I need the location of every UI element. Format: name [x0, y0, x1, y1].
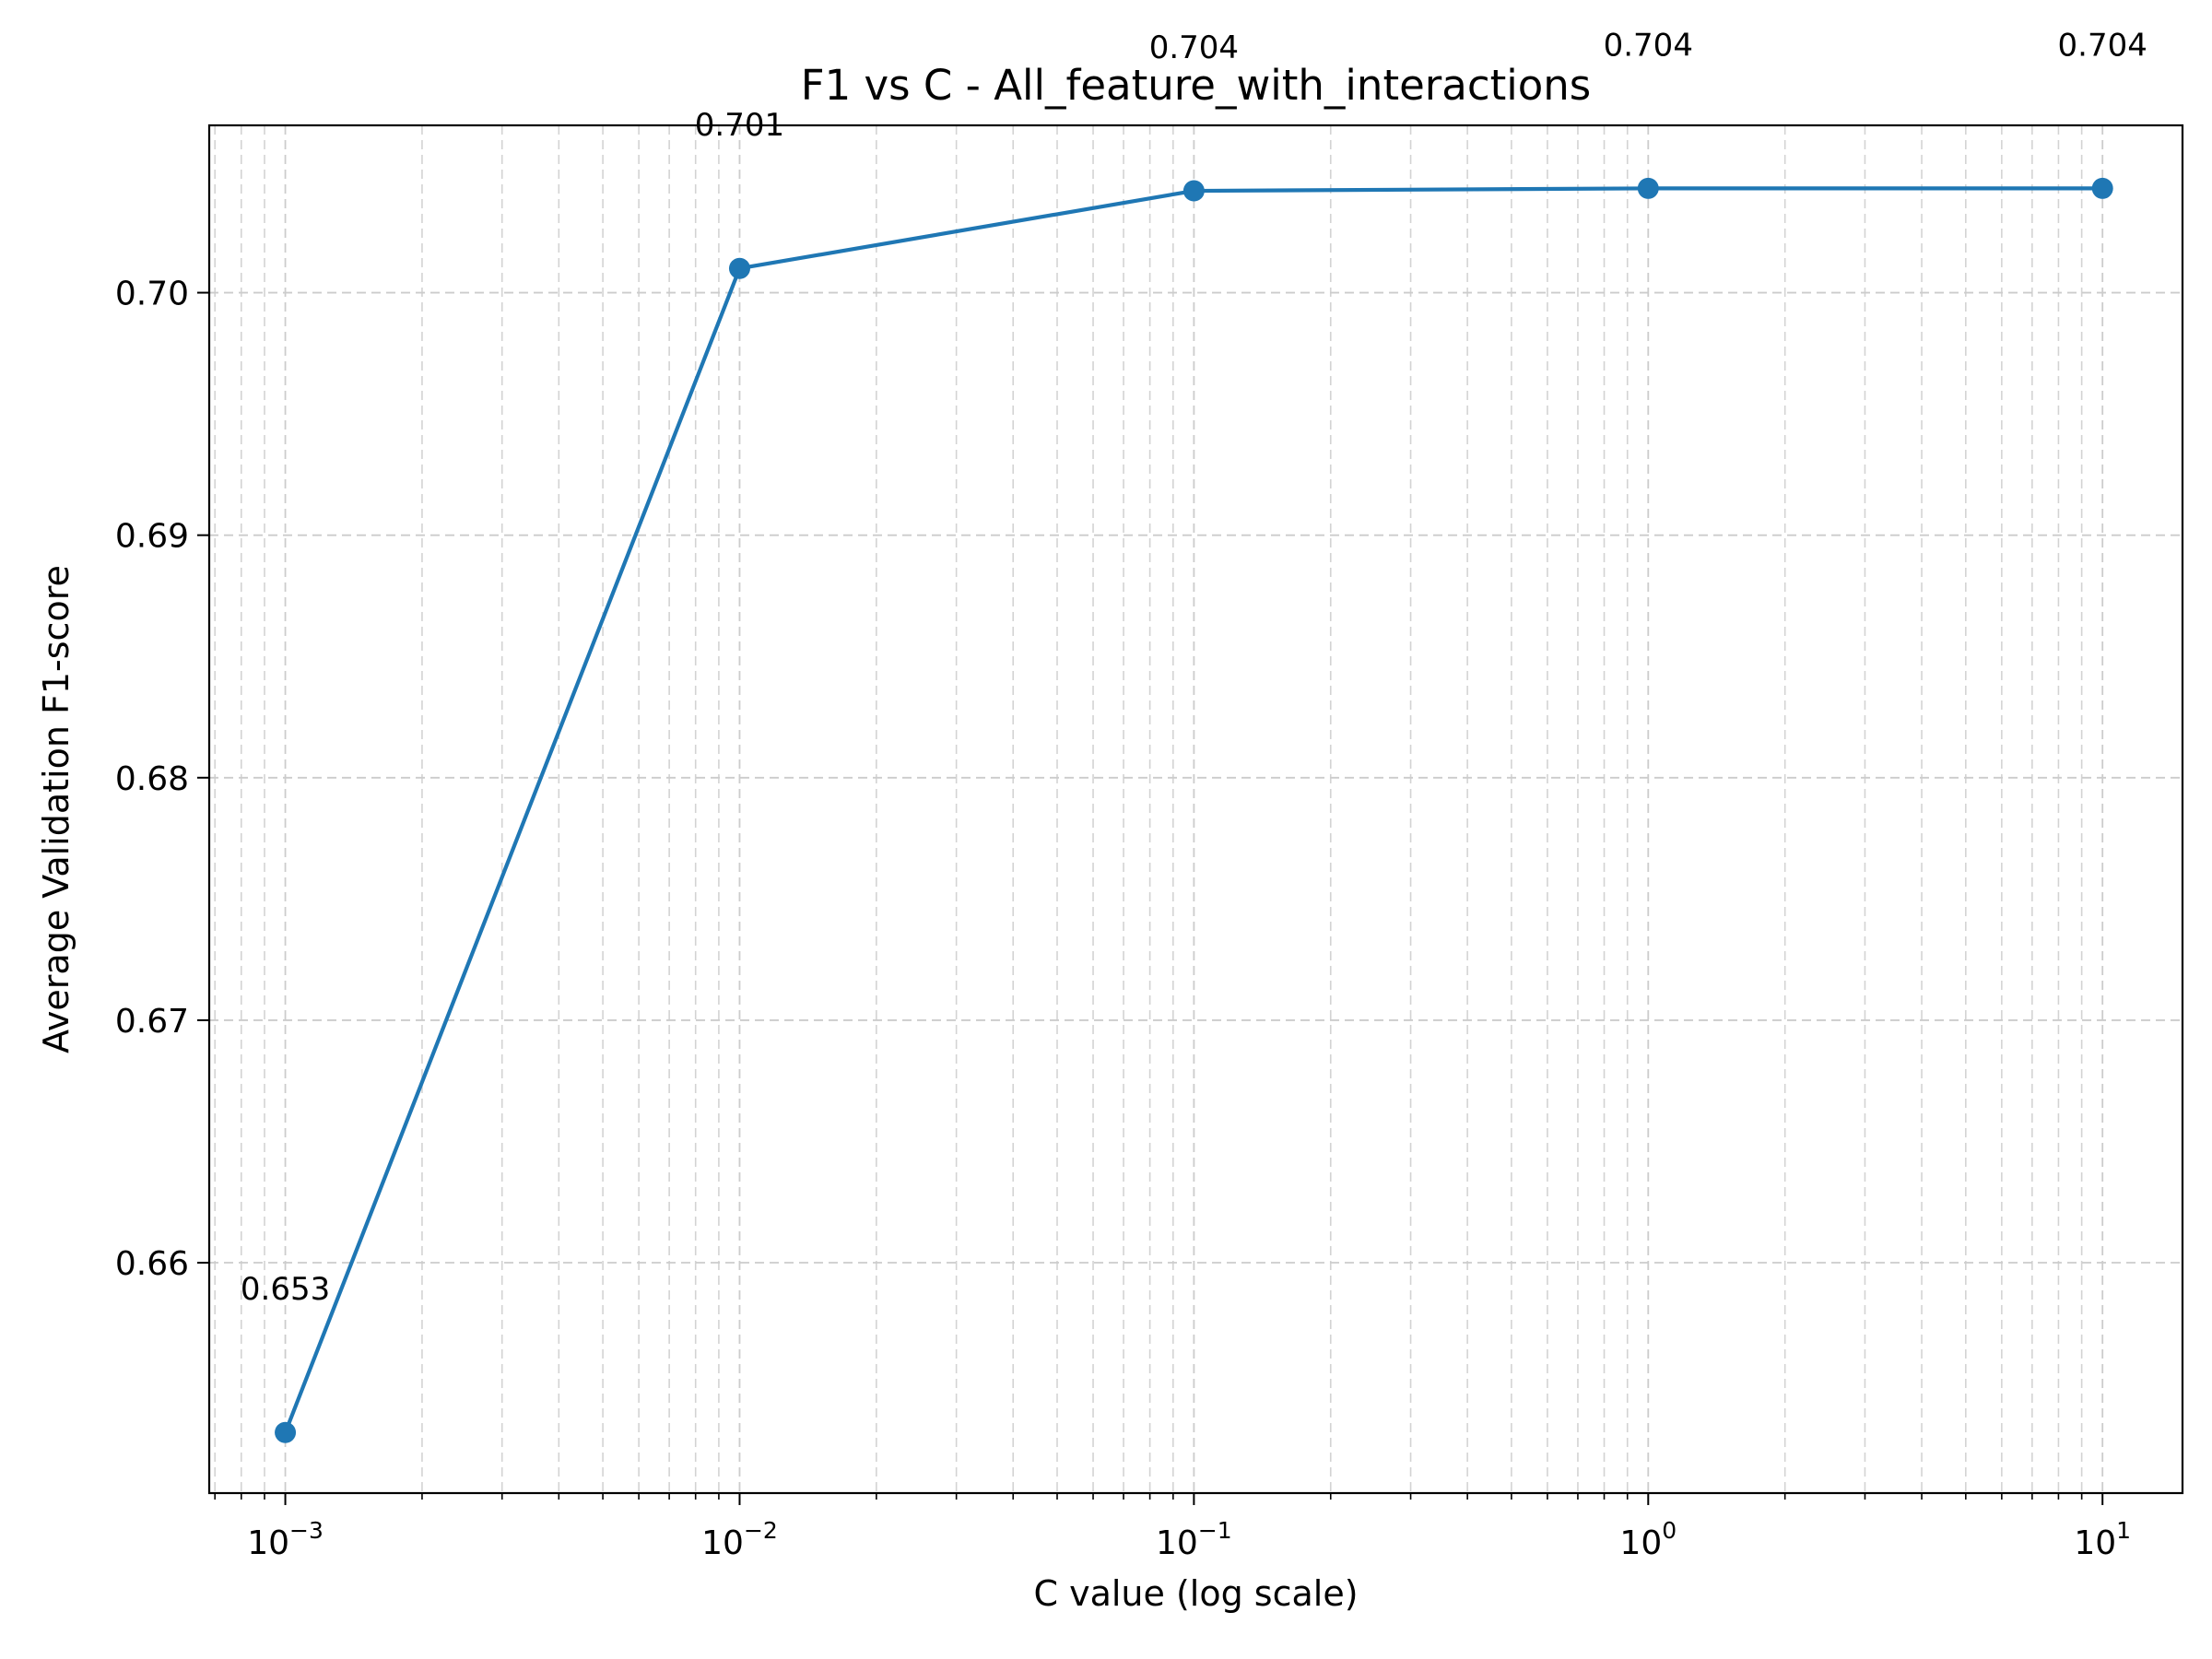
y-tick-label: 0.67	[115, 1003, 189, 1041]
data-labels: 0.653 0.701 0.704 0.704 0.704	[241, 27, 2147, 1308]
data-point	[1182, 180, 1205, 202]
data-point	[275, 1421, 297, 1443]
y-axis-label: Average Validation F1-score	[36, 565, 76, 1053]
x-tick-label: 101	[2074, 1517, 2131, 1562]
grid	[209, 125, 2183, 1493]
x-axis-label: C value (log scale)	[1033, 1573, 1358, 1614]
ticks: 10−3 10−2 10−1 100 101 0.66 0.67 0.68 0.69 0.70	[115, 276, 2131, 1562]
chart-title: F1 vs C - All_feature_with_interactions	[801, 61, 1592, 110]
series-layer	[275, 177, 2113, 1443]
x-tick-label: 10−1	[1156, 1517, 1232, 1562]
y-tick-label: 0.68	[115, 760, 189, 798]
x-tick-label: 100	[1619, 1517, 1677, 1562]
data-label: 0.701	[695, 107, 784, 144]
data-label: 0.704	[1149, 29, 1239, 66]
data-point	[728, 257, 750, 279]
data-point	[1637, 177, 1659, 199]
data-point	[2091, 177, 2113, 199]
plot-frame	[207, 124, 2184, 1495]
y-tick-label: 0.69	[115, 518, 189, 556]
x-tick-label: 10−3	[247, 1517, 324, 1562]
data-label: 0.704	[2058, 27, 2147, 64]
data-label: 0.704	[1604, 27, 1693, 64]
y-tick-label: 0.70	[115, 276, 189, 313]
data-label: 0.653	[241, 1271, 330, 1308]
x-tick-label: 10−2	[701, 1517, 778, 1562]
y-tick-label: 0.66	[115, 1245, 189, 1283]
